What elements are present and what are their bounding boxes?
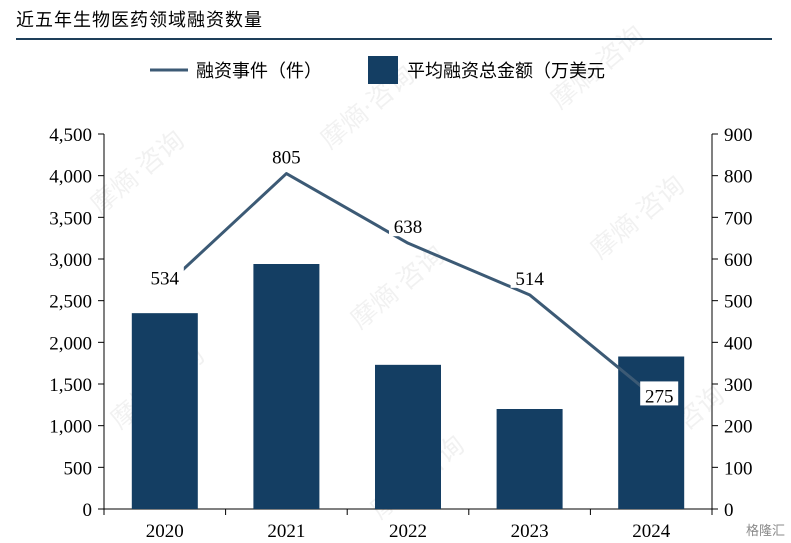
data-label-bg bbox=[145, 263, 184, 288]
y-left-tick-label: 3,500 bbox=[49, 208, 92, 229]
data-label-bg bbox=[510, 263, 549, 288]
y-left-tick-label: 1,500 bbox=[49, 375, 92, 396]
y-right-tick-label: 500 bbox=[724, 292, 753, 313]
logo-text: 格隆汇 bbox=[745, 524, 785, 539]
chart-title: 近五年生物医药领域融资数量 bbox=[16, 10, 263, 31]
y-left-tick-label: 500 bbox=[64, 458, 93, 479]
data-label-bg bbox=[267, 142, 306, 167]
x-tick-label: 2024 bbox=[632, 521, 671, 542]
legend-label-bar: 平均融资总金额（万美元 bbox=[407, 61, 605, 82]
y-left-tick-label: 1,000 bbox=[49, 417, 92, 438]
data-label: 805 bbox=[272, 148, 301, 169]
data-label-bg bbox=[640, 381, 679, 406]
x-tick-label: 2020 bbox=[146, 521, 184, 542]
legend-label-line: 融资事件（件） bbox=[196, 61, 322, 82]
x-tick-label: 2021 bbox=[267, 521, 305, 542]
y-right-tick-label: 600 bbox=[724, 250, 753, 271]
legend-bar-swatch bbox=[368, 56, 398, 84]
watermark-text: 摩熵·咨询 bbox=[85, 125, 190, 220]
y-left-tick-label: 0 bbox=[83, 500, 93, 521]
bar bbox=[253, 264, 320, 509]
data-label: 534 bbox=[151, 269, 180, 290]
title-underline bbox=[16, 38, 772, 40]
y-left-tick-label: 4,500 bbox=[49, 125, 92, 146]
y-left-tick-label: 4,000 bbox=[49, 167, 92, 188]
data-label-bg bbox=[389, 212, 427, 237]
data-label: 638 bbox=[394, 217, 423, 238]
data-label: 275 bbox=[645, 386, 674, 407]
data-label: 514 bbox=[515, 269, 544, 290]
y-right-tick-label: 100 bbox=[724, 458, 753, 479]
y-right-tick-label: 900 bbox=[724, 125, 753, 146]
y-right-tick-label: 200 bbox=[724, 417, 753, 438]
y-right-tick-label: 0 bbox=[724, 500, 734, 521]
y-left-tick-label: 3,000 bbox=[49, 250, 92, 271]
bar bbox=[496, 409, 563, 509]
watermark-text: 摩熵·咨询 bbox=[585, 170, 690, 265]
watermark-text: 摩熵·咨询 bbox=[315, 60, 420, 155]
line-series-path bbox=[163, 172, 653, 396]
bar bbox=[131, 313, 198, 509]
y-right-tick-label: 300 bbox=[724, 375, 753, 396]
y-left-tick-label: 2,500 bbox=[49, 292, 92, 313]
bar bbox=[375, 364, 441, 509]
y-left-tick-label: 2,000 bbox=[49, 333, 92, 354]
x-tick-label: 2023 bbox=[511, 521, 549, 542]
y-right-tick-label: 700 bbox=[724, 208, 753, 229]
x-tick-label: 2022 bbox=[389, 521, 427, 542]
y-right-tick-label: 400 bbox=[724, 333, 753, 354]
y-right-tick-label: 800 bbox=[724, 167, 753, 188]
bar bbox=[618, 356, 685, 509]
